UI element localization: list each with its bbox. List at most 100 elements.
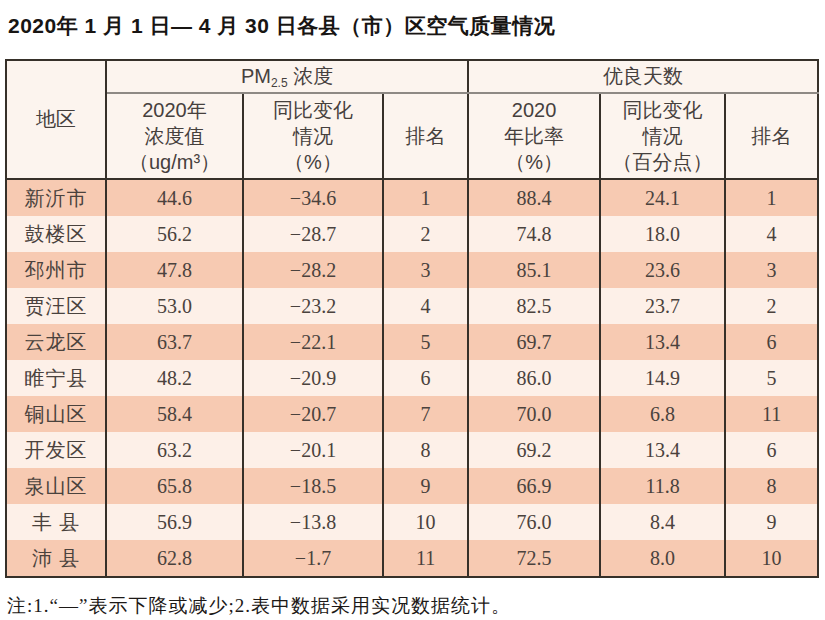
cell-pm-value: 44.6 xyxy=(106,179,243,216)
cell-region: 泉山区 xyxy=(6,468,106,504)
cell-days-ratio: 74.8 xyxy=(468,216,600,252)
cell-pm-value: 58.4 xyxy=(106,396,243,432)
cell-pm-change: −20.9 xyxy=(243,360,383,396)
cell-days-rank: 10 xyxy=(725,540,818,577)
cell-days-change: 14.9 xyxy=(600,360,725,396)
cell-days-rank: 4 xyxy=(725,216,818,252)
table-header: 地区 PM2.5 浓度 优良天数 2020年 浓度值 （ug/m³） 同比变化 … xyxy=(6,60,818,179)
cell-pm-change: −20.7 xyxy=(243,396,383,432)
cell-pm-value: 47.8 xyxy=(106,252,243,288)
cell-pm-change: −34.6 xyxy=(243,179,383,216)
cell-pm-value: 53.0 xyxy=(106,288,243,324)
cell-pm-rank: 5 xyxy=(383,324,468,360)
cell-days-change: 13.4 xyxy=(600,432,725,468)
cell-pm-value: 48.2 xyxy=(106,360,243,396)
col-header-pm-rank: 排名 xyxy=(383,93,468,179)
table-row: 丰 县 56.9 −13.8 10 76.0 8.4 9 xyxy=(6,504,818,540)
cell-region: 鼓楼区 xyxy=(6,216,106,252)
cell-pm-rank: 4 xyxy=(383,288,468,324)
cell-days-ratio: 70.0 xyxy=(468,396,600,432)
page: 2020年 1 月 1 日— 4 月 30 日各县（市）区空气质量情况 地区 P… xyxy=(0,0,825,620)
cell-days-rank: 2 xyxy=(725,288,818,324)
cell-pm-change: −1.7 xyxy=(243,540,383,577)
cell-days-ratio: 69.2 xyxy=(468,432,600,468)
table-row: 新沂市 44.6 −34.6 1 88.4 24.1 1 xyxy=(6,179,818,216)
col-header-days-change: 同比变化 情况 （百分点） xyxy=(600,93,725,179)
cell-region: 贾汪区 xyxy=(6,288,106,324)
table-row: 泉山区 65.8 −18.5 9 66.9 11.8 8 xyxy=(6,468,818,504)
cell-days-rank: 5 xyxy=(725,360,818,396)
cell-pm-rank: 8 xyxy=(383,432,468,468)
table-row: 睢宁县 48.2 −20.9 6 86.0 14.9 5 xyxy=(6,360,818,396)
table-row: 邳州市 47.8 −28.2 3 85.1 23.6 3 xyxy=(6,252,818,288)
cell-days-change: 8.4 xyxy=(600,504,725,540)
cell-region: 云龙区 xyxy=(6,324,106,360)
cell-days-change: 23.6 xyxy=(600,252,725,288)
cell-pm-value: 63.2 xyxy=(106,432,243,468)
cell-days-ratio: 69.7 xyxy=(468,324,600,360)
table-row: 贾汪区 53.0 −23.2 4 82.5 23.7 2 xyxy=(6,288,818,324)
table-row: 云龙区 63.7 −22.1 5 69.7 13.4 6 xyxy=(6,324,818,360)
pm25-label-prefix: PM xyxy=(241,65,271,87)
table-row: 开发区 63.2 −20.1 8 69.2 13.4 6 xyxy=(6,432,818,468)
cell-days-change: 23.7 xyxy=(600,288,725,324)
col-header-region: 地区 xyxy=(6,60,106,179)
cell-days-rank: 6 xyxy=(725,324,818,360)
cell-pm-rank: 1 xyxy=(383,179,468,216)
cell-days-change: 13.4 xyxy=(600,324,725,360)
cell-days-change: 8.0 xyxy=(600,540,725,577)
col-group-pm25: PM2.5 浓度 xyxy=(106,60,468,93)
table-row: 沛 县 62.8 −1.7 11 72.5 8.0 10 xyxy=(6,540,818,577)
cell-days-rank: 9 xyxy=(725,504,818,540)
cell-days-ratio: 82.5 xyxy=(468,288,600,324)
cell-region: 沛 县 xyxy=(6,540,106,577)
cell-region: 铜山区 xyxy=(6,396,106,432)
page-title: 2020年 1 月 1 日— 4 月 30 日各县（市）区空气质量情况 xyxy=(0,0,825,40)
cell-pm-rank: 6 xyxy=(383,360,468,396)
cell-pm-change: −28.2 xyxy=(243,252,383,288)
header-group-row: 地区 PM2.5 浓度 优良天数 xyxy=(6,60,818,93)
air-quality-table: 地区 PM2.5 浓度 优良天数 2020年 浓度值 （ug/m³） 同比变化 … xyxy=(5,59,819,578)
cell-region: 新沂市 xyxy=(6,179,106,216)
table-body: 新沂市 44.6 −34.6 1 88.4 24.1 1 鼓楼区 56.2 −2… xyxy=(6,179,818,577)
pm25-label-subscript: 2.5 xyxy=(271,76,288,90)
cell-days-change: 18.0 xyxy=(600,216,725,252)
cell-pm-change: −13.8 xyxy=(243,504,383,540)
cell-pm-rank: 2 xyxy=(383,216,468,252)
col-group-good-days: 优良天数 xyxy=(468,60,818,93)
col-header-pm-value: 2020年 浓度值 （ug/m³） xyxy=(106,93,243,179)
cell-days-ratio: 85.1 xyxy=(468,252,600,288)
cell-region: 邳州市 xyxy=(6,252,106,288)
footnote: 注:1.“—”表示下降或减少;2.表中数据采用实况数据统计。 xyxy=(0,578,825,619)
cell-region: 丰 县 xyxy=(6,504,106,540)
table-row: 铜山区 58.4 −20.7 7 70.0 6.8 11 xyxy=(6,396,818,432)
cell-days-ratio: 76.0 xyxy=(468,504,600,540)
cell-region: 开发区 xyxy=(6,432,106,468)
cell-pm-value: 62.8 xyxy=(106,540,243,577)
col-header-days-rank: 排名 xyxy=(725,93,818,179)
cell-pm-rank: 7 xyxy=(383,396,468,432)
table-row: 鼓楼区 56.2 −28.7 2 74.8 18.0 4 xyxy=(6,216,818,252)
cell-pm-value: 56.2 xyxy=(106,216,243,252)
cell-pm-change: −22.1 xyxy=(243,324,383,360)
pm25-label-suffix: 浓度 xyxy=(288,65,334,87)
col-header-pm-change: 同比变化 情况 （%） xyxy=(243,93,383,179)
cell-days-rank: 6 xyxy=(725,432,818,468)
cell-region: 睢宁县 xyxy=(6,360,106,396)
cell-pm-rank: 9 xyxy=(383,468,468,504)
cell-pm-rank: 10 xyxy=(383,504,468,540)
cell-days-rank: 3 xyxy=(725,252,818,288)
cell-days-rank: 11 xyxy=(725,396,818,432)
cell-pm-change: −23.2 xyxy=(243,288,383,324)
cell-pm-rank: 11 xyxy=(383,540,468,577)
cell-pm-value: 63.7 xyxy=(106,324,243,360)
col-header-days-ratio: 2020 年比率 （%） xyxy=(468,93,600,179)
cell-days-change: 24.1 xyxy=(600,179,725,216)
cell-pm-change: −20.1 xyxy=(243,432,383,468)
cell-days-ratio: 86.0 xyxy=(468,360,600,396)
cell-pm-change: −18.5 xyxy=(243,468,383,504)
cell-days-rank: 8 xyxy=(725,468,818,504)
cell-days-rank: 1 xyxy=(725,179,818,216)
cell-days-ratio: 72.5 xyxy=(468,540,600,577)
cell-days-change: 11.8 xyxy=(600,468,725,504)
